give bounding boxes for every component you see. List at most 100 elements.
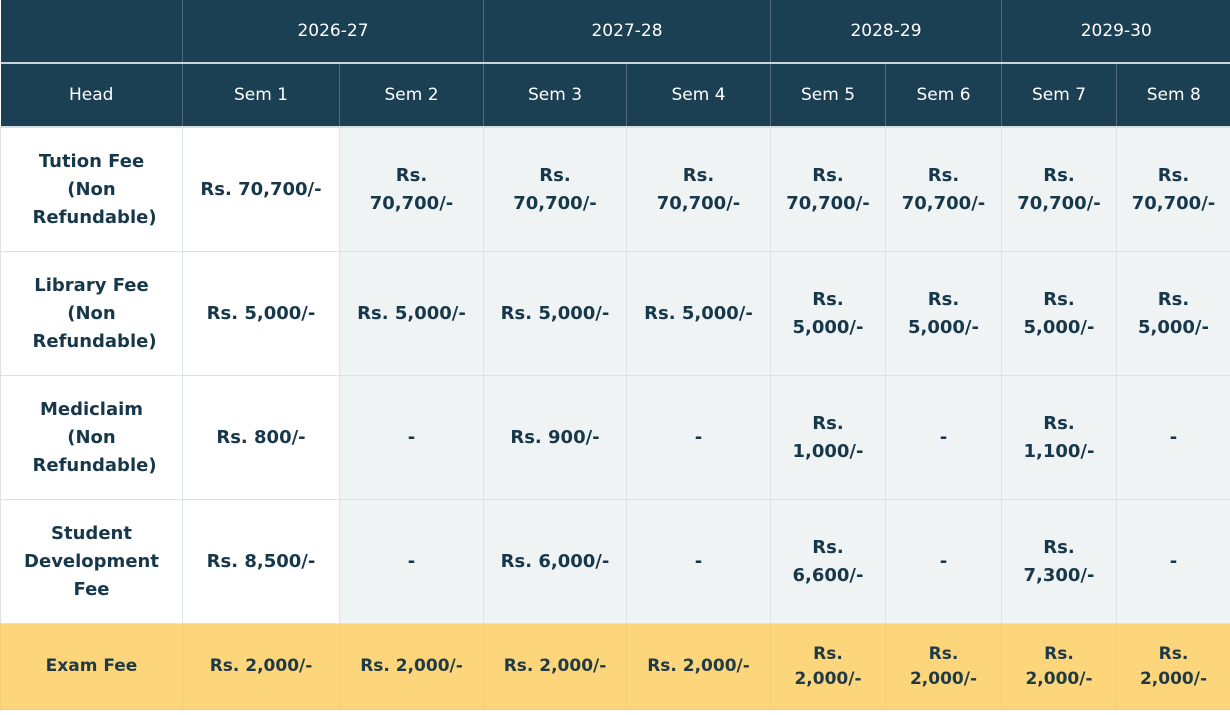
sem-4-header: Sem 4	[626, 62, 771, 127]
table-row-library-fee: Library Fee (Non Refundable) Rs. 5,000/-…	[0, 251, 1230, 376]
sem-7-header: Sem 7	[1001, 62, 1117, 127]
fee-value: Rs. 5,000/-	[206, 302, 316, 324]
sem-5-header: Sem 5	[770, 62, 886, 127]
fee-value: Rs. 800/-	[216, 426, 306, 448]
year-header-2028-29: 2028-29	[770, 0, 1002, 63]
sem-8-header: Sem 8	[1116, 62, 1230, 127]
fee-value: -	[694, 426, 703, 448]
fee-value: -	[939, 426, 948, 448]
fee-value: Rs. 2,000/-	[909, 643, 978, 689]
fee-value: Rs. 70,700/-	[786, 164, 870, 214]
fee-value: Rs. 8,500/-	[206, 550, 316, 572]
fee-cell: Rs. 5,000/-	[626, 251, 771, 376]
fee-cell: Rs. 2,000/-	[1116, 623, 1230, 710]
fee-value: -	[407, 550, 416, 572]
fee-value: Rs. 2,000/-	[1139, 643, 1208, 689]
row-head-cell: Tution Fee (Non Refundable)	[0, 126, 183, 252]
fee-cell: Rs. 70,700/-	[1001, 126, 1117, 252]
fee-value: Rs. 2,000/-	[503, 656, 607, 676]
fee-cell: Rs. 70,700/-	[770, 126, 886, 252]
fee-cell: Rs. 2,000/-	[483, 623, 627, 710]
fee-value: Rs. 70,700/-	[1131, 164, 1216, 214]
fee-cell: Rs. 900/-	[483, 375, 627, 500]
table-body: Tution Fee (Non Refundable) Rs. 70,700/-…	[0, 126, 1230, 710]
fee-cell: Rs. 5,000/-	[339, 251, 484, 376]
table-row-student-development-fee: Student Development Fee Rs. 8,500/- - Rs…	[0, 499, 1230, 624]
sem-3-header: Sem 3	[483, 62, 627, 127]
row-head-label: Tution Fee (Non Refundable)	[32, 150, 157, 228]
fee-value: Rs. 5,000/-	[792, 288, 864, 338]
year-header-row: 2026-27 2027-28 2028-29 2029-30	[0, 0, 1230, 63]
fee-cell: Rs. 70,700/-	[182, 126, 340, 252]
fee-cell: Rs. 2,000/-	[182, 623, 340, 710]
row-head-label: Library Fee (Non Refundable)	[32, 274, 157, 352]
fee-cell: Rs. 70,700/-	[1116, 126, 1230, 252]
fee-cell: Rs. 6,000/-	[483, 499, 627, 624]
year-header-2026-27: 2026-27	[182, 0, 484, 63]
row-head-label: Mediclaim (Non Refundable)	[32, 398, 157, 476]
fee-value: Rs. 900/-	[510, 426, 600, 448]
table-row-tution-fee: Tution Fee (Non Refundable) Rs. 70,700/-…	[0, 126, 1230, 252]
fee-value: -	[939, 550, 948, 572]
fee-cell: Rs. 2,000/-	[339, 623, 484, 710]
fee-value: Rs. 7,300/-	[1023, 536, 1095, 586]
fee-value: -	[694, 550, 703, 572]
row-head-cell: Mediclaim (Non Refundable)	[0, 375, 183, 500]
fee-cell: Rs. 5,000/-	[1001, 251, 1117, 376]
fee-cell: Rs. 7,300/-	[1001, 499, 1117, 624]
row-head-label: Student Development Fee	[24, 522, 159, 600]
fee-value: Rs. 5,000/-	[644, 302, 753, 324]
fee-cell: Rs. 8,500/-	[182, 499, 340, 624]
head-column-header: Head	[0, 62, 183, 127]
fee-cell: Rs. 5,000/-	[1116, 251, 1230, 376]
fee-cell: Rs. 2,000/-	[770, 623, 886, 710]
fee-cell: -	[1116, 499, 1230, 624]
fee-cell: Rs. 1,000/-	[770, 375, 886, 500]
fee-value: -	[1169, 426, 1178, 448]
year-header-2027-28: 2027-28	[483, 0, 771, 63]
fee-cell: Rs. 2,000/-	[885, 623, 1002, 710]
row-head-label: Exam Fee	[45, 656, 138, 676]
fee-cell: Rs. 5,000/-	[483, 251, 627, 376]
fee-value: Rs. 2,000/-	[647, 656, 750, 676]
fee-cell: Rs. 5,000/-	[770, 251, 886, 376]
fee-cell: Rs. 1,100/-	[1001, 375, 1117, 500]
fee-cell: Rs. 5,000/-	[182, 251, 340, 376]
fee-value: Rs. 6,600/-	[792, 536, 864, 586]
fee-value: Rs. 5,000/-	[1023, 288, 1095, 338]
sem-1-header: Sem 1	[182, 62, 340, 127]
fee-value: Rs. 6,000/-	[500, 550, 610, 572]
fee-value: Rs. 1,100/-	[1023, 412, 1095, 462]
fee-value: Rs. 1,000/-	[792, 412, 864, 462]
fee-cell: -	[885, 499, 1002, 624]
fee-cell: Rs. 2,000/-	[626, 623, 771, 710]
fee-value: -	[407, 426, 416, 448]
semester-header-row: Head Sem 1 Sem 2 Sem 3 Sem 4 Sem 5 Sem 6…	[0, 62, 1230, 127]
fee-value: Rs. 5,000/-	[908, 288, 979, 338]
fee-cell: -	[339, 499, 484, 624]
fee-value: -	[1169, 550, 1178, 572]
fee-value: Rs. 2,000/-	[360, 656, 463, 676]
fee-value: Rs. 70,700/-	[901, 164, 986, 214]
fee-cell: -	[339, 375, 484, 500]
row-head-cell: Student Development Fee	[0, 499, 183, 624]
fee-value: Rs. 2,000/-	[794, 643, 862, 689]
fee-cell: Rs. 70,700/-	[885, 126, 1002, 252]
fee-value: Rs. 2,000/-	[1025, 643, 1093, 689]
fee-cell: Rs. 70,700/-	[483, 126, 627, 252]
fee-cell: -	[1116, 375, 1230, 500]
row-head-cell: Library Fee (Non Refundable)	[0, 251, 183, 376]
fee-value: Rs. 70,700/-	[656, 164, 741, 214]
fee-cell: Rs. 70,700/-	[339, 126, 484, 252]
fee-value: Rs. 5,000/-	[357, 302, 466, 324]
corner-cell	[0, 0, 183, 63]
fee-value: Rs. 5,000/-	[500, 302, 610, 324]
row-head-cell: Exam Fee	[0, 623, 183, 710]
fee-value: Rs. 70,700/-	[513, 164, 597, 214]
fee-value: Rs. 5,000/-	[1138, 288, 1209, 338]
fee-cell: Rs. 800/-	[182, 375, 340, 500]
fee-value: Rs. 70,700/-	[200, 178, 322, 200]
fee-cell: -	[626, 375, 771, 500]
fee-value: Rs. 2,000/-	[209, 656, 313, 676]
fee-value: Rs. 70,700/-	[1017, 164, 1101, 214]
